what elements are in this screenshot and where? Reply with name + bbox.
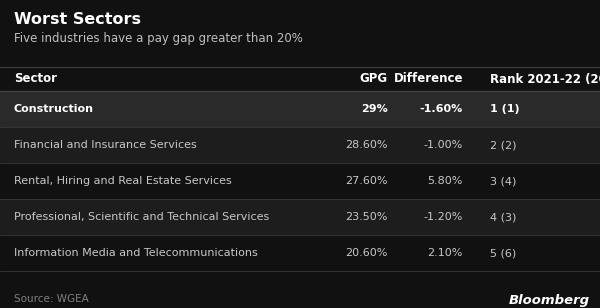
Text: Sector: Sector bbox=[14, 72, 57, 86]
Text: Worst Sectors: Worst Sectors bbox=[14, 12, 141, 27]
Text: Professional, Scientific and Technical Services: Professional, Scientific and Technical S… bbox=[14, 212, 269, 222]
Text: 5.80%: 5.80% bbox=[428, 176, 463, 186]
Bar bbox=[0, 199, 600, 235]
Bar bbox=[0, 235, 600, 271]
Text: 3 (4): 3 (4) bbox=[490, 176, 517, 186]
Text: 28.60%: 28.60% bbox=[346, 140, 388, 150]
Text: Rank 2021-22 (2020-21): Rank 2021-22 (2020-21) bbox=[490, 72, 600, 86]
Text: Bloomberg: Bloomberg bbox=[509, 294, 590, 307]
Text: Source: WGEA: Source: WGEA bbox=[14, 294, 89, 304]
Text: 1 (1): 1 (1) bbox=[490, 104, 520, 114]
Text: Five industries have a pay gap greater than 20%: Five industries have a pay gap greater t… bbox=[14, 32, 303, 45]
Bar bbox=[0, 127, 600, 163]
Text: 2 (2): 2 (2) bbox=[490, 140, 517, 150]
Text: Rental, Hiring and Real Estate Services: Rental, Hiring and Real Estate Services bbox=[14, 176, 232, 186]
Bar bbox=[0, 163, 600, 199]
Text: -1.20%: -1.20% bbox=[424, 212, 463, 222]
Text: 27.60%: 27.60% bbox=[346, 176, 388, 186]
Text: Information Media and Telecommunications: Information Media and Telecommunications bbox=[14, 248, 258, 258]
Bar bbox=[0, 91, 600, 127]
Text: -1.60%: -1.60% bbox=[420, 104, 463, 114]
Text: 5 (6): 5 (6) bbox=[490, 248, 516, 258]
Text: 4 (3): 4 (3) bbox=[490, 212, 517, 222]
Text: Financial and Insurance Services: Financial and Insurance Services bbox=[14, 140, 197, 150]
Text: 20.60%: 20.60% bbox=[346, 248, 388, 258]
Text: -1.00%: -1.00% bbox=[424, 140, 463, 150]
Text: Construction: Construction bbox=[14, 104, 94, 114]
Text: 2.10%: 2.10% bbox=[428, 248, 463, 258]
Text: GPG: GPG bbox=[360, 72, 388, 86]
Text: 29%: 29% bbox=[361, 104, 388, 114]
Text: Difference: Difference bbox=[394, 72, 463, 86]
Text: 23.50%: 23.50% bbox=[346, 212, 388, 222]
